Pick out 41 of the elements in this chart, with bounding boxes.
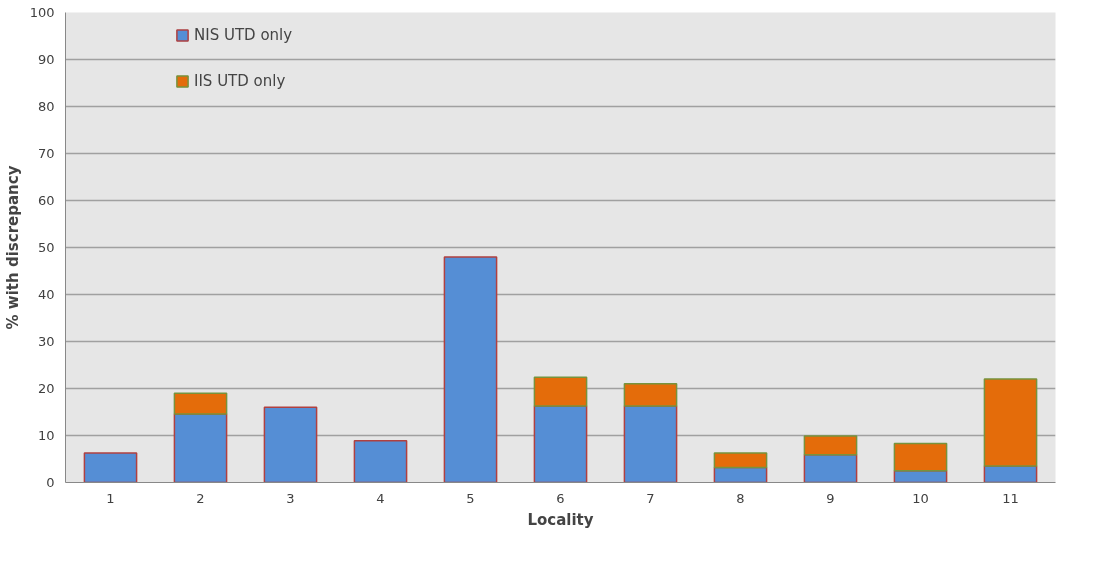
x-tick-label: 7 xyxy=(646,490,655,506)
y-tick-label: 10 xyxy=(37,428,55,443)
x-tick-label: 1 xyxy=(106,490,115,506)
y-tick-label: 60 xyxy=(37,193,55,208)
x-tick-label: 8 xyxy=(736,490,745,506)
x-tick-label: 5 xyxy=(466,490,475,506)
bar xyxy=(173,392,228,415)
x-tick-label: 4 xyxy=(376,490,385,506)
bar xyxy=(353,439,408,483)
x-tick-label: 11 xyxy=(1002,490,1019,506)
bar xyxy=(263,406,318,483)
x-tick-label: 3 xyxy=(286,490,295,506)
x-tick-label: 10 xyxy=(912,490,929,506)
y-axis-title: % with discrepancy xyxy=(3,165,22,330)
bar xyxy=(623,405,678,483)
bar xyxy=(173,413,228,483)
bar xyxy=(803,454,858,483)
bar xyxy=(713,452,768,469)
x-tick-label: 6 xyxy=(556,490,565,506)
x-tick-label: 9 xyxy=(826,490,835,506)
y-tick-label: 80 xyxy=(37,99,55,114)
bar xyxy=(803,435,858,456)
legend-label: IIS UTD only xyxy=(194,72,286,90)
y-tick-label: 20 xyxy=(37,381,55,396)
bar xyxy=(893,442,948,472)
bar xyxy=(983,378,1038,467)
y-tick-label: 50 xyxy=(37,240,55,255)
legend-label: NIS UTD only xyxy=(194,26,293,44)
y-tick-label: 40 xyxy=(37,287,55,302)
y-tick-label: 0 xyxy=(46,475,55,490)
bar xyxy=(83,452,138,483)
x-axis-title: Locality xyxy=(527,510,594,529)
y-tick-label: 100 xyxy=(29,5,55,20)
y-tick-label: 70 xyxy=(37,146,55,161)
bar xyxy=(533,376,588,407)
x-tick-label: 2 xyxy=(196,490,205,506)
bar xyxy=(443,256,498,483)
y-tick-label: 30 xyxy=(37,334,55,349)
bar xyxy=(623,383,678,407)
y-tick-label: 90 xyxy=(37,52,55,67)
bar xyxy=(533,405,588,483)
